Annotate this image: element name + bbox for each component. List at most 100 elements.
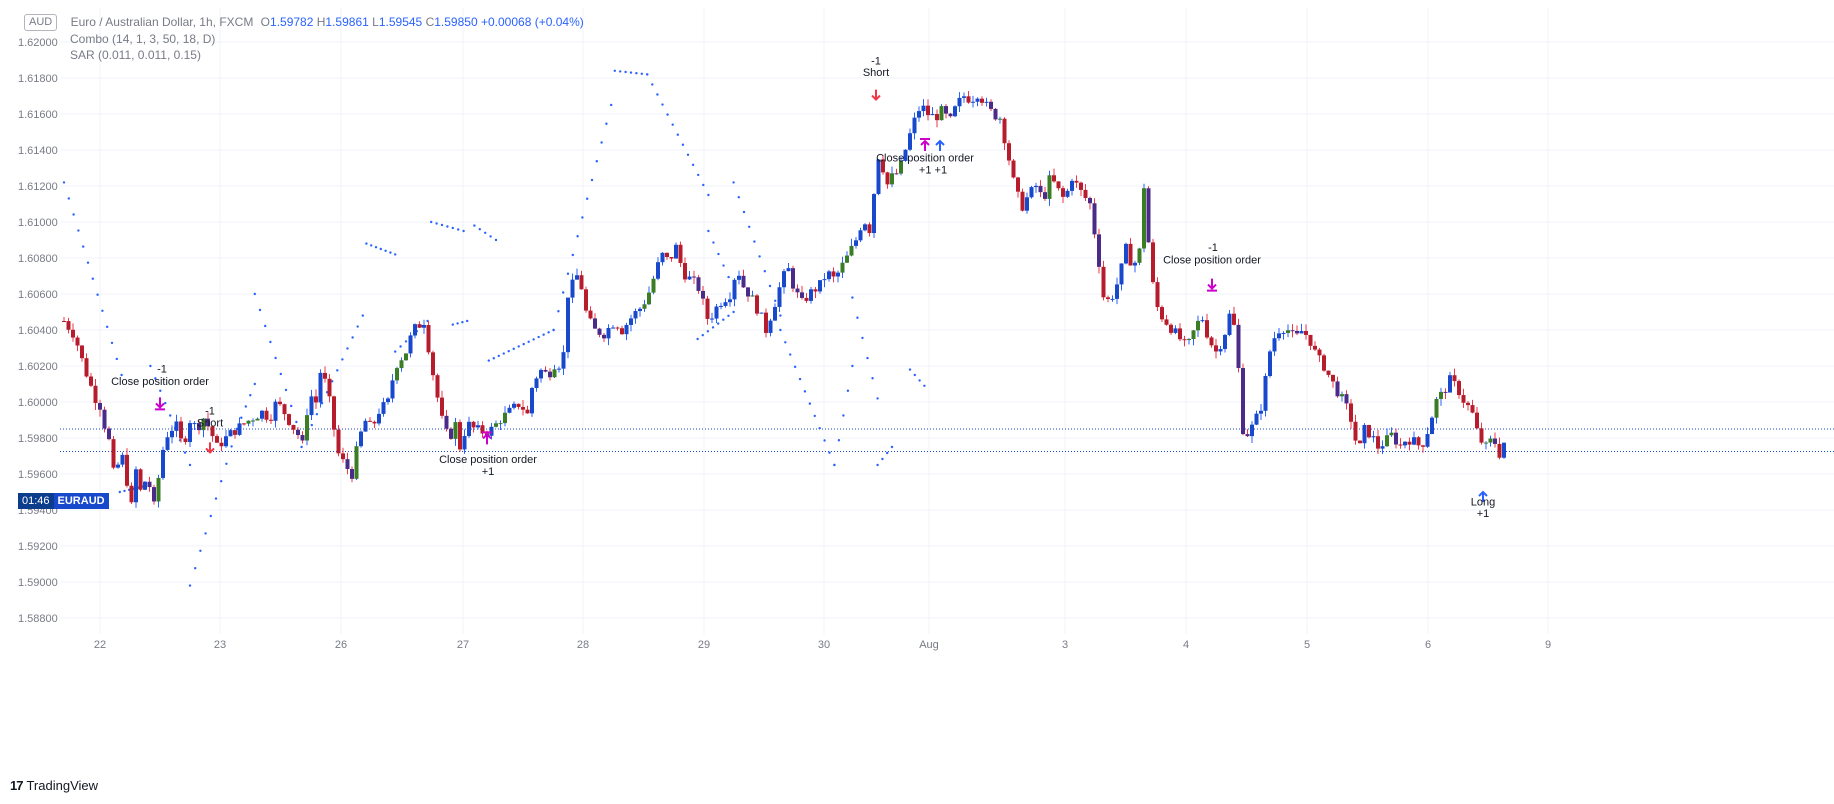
sar-dot	[320, 402, 324, 405]
grid-lines	[60, 8, 1834, 634]
candle-body	[849, 245, 854, 256]
sar-dot	[110, 341, 114, 345]
candle-body	[1241, 367, 1245, 435]
sar-dot	[624, 70, 627, 74]
sar-dot	[842, 414, 845, 417]
candle-body	[1101, 266, 1106, 298]
candle-body	[404, 353, 408, 361]
candle-body	[1245, 434, 1250, 437]
candle-body	[674, 244, 678, 259]
candle-body	[566, 297, 570, 353]
sar-dot	[803, 390, 807, 393]
close-down-icon	[1207, 278, 1217, 292]
sar-dot	[666, 113, 669, 116]
candle-body	[989, 101, 993, 109]
indicator-combo[interactable]: Combo (14, 1, 3, 50, 18, D)	[70, 32, 216, 47]
candle-body	[588, 310, 593, 319]
candle-body	[1479, 428, 1484, 443]
price-axis[interactable]: 1.62000 1.61800 1.61600 1.61400 1.61200 1.610…	[18, 37, 58, 625]
candle-body	[309, 396, 314, 416]
x-tick-label: 29	[698, 639, 710, 651]
candle-body	[1331, 374, 1335, 382]
candle-body	[1128, 243, 1133, 266]
candle-body	[683, 262, 687, 280]
candle-body	[233, 430, 237, 435]
candle-body	[1047, 175, 1052, 199]
sar-dot	[768, 284, 772, 288]
candle-body	[147, 481, 152, 488]
y-tick-label: 1.61200	[18, 181, 58, 193]
candle-body	[1353, 421, 1358, 441]
trade-annotation-label: Short	[197, 417, 223, 429]
sar-dot	[253, 292, 256, 296]
candle-body	[741, 275, 746, 288]
sar-dot	[717, 252, 720, 256]
candle-body	[1367, 424, 1371, 438]
candle-body	[143, 481, 147, 490]
sar-dot	[115, 357, 119, 361]
sar-dot	[91, 277, 95, 280]
sar-dot	[908, 368, 912, 371]
candle-body	[395, 368, 399, 381]
sar-dot	[727, 275, 730, 279]
sar-dot	[823, 439, 826, 442]
candle-body	[462, 436, 467, 450]
x-tick-label: 6	[1425, 639, 1431, 651]
candle-body	[552, 369, 557, 378]
sar-dot	[890, 445, 894, 449]
candle-body	[1218, 349, 1223, 352]
candle-body	[606, 327, 611, 339]
candle-body	[1461, 395, 1466, 403]
sar-dot	[389, 251, 392, 254]
candle-body	[1106, 297, 1110, 299]
candle-body	[125, 454, 129, 486]
sar-dot	[595, 160, 598, 163]
candle-body	[930, 114, 935, 116]
candle-body	[827, 271, 831, 280]
candle-body	[1088, 197, 1092, 204]
candle-body	[1119, 263, 1124, 285]
sar-dot	[727, 314, 730, 318]
sar-dot	[384, 249, 387, 252]
time-axis[interactable]: 22 23 26 27 28 29 30 Aug 3 4 5 6 9	[94, 639, 1551, 651]
sar-dot	[209, 514, 212, 518]
indicator-sar[interactable]: SAR (0.011, 0.011, 0.15)	[70, 48, 201, 63]
candle-body	[1394, 432, 1398, 445]
sar-dot	[876, 463, 879, 467]
long-arrow-icon	[1478, 490, 1488, 502]
currency-badge[interactable]: AUD	[24, 14, 58, 32]
legend-symbol-row[interactable]: AUD Euro / Australian Dollar, 1h, FXCM O…	[24, 14, 584, 32]
sar-dot	[502, 352, 505, 355]
candle-body	[525, 409, 530, 414]
sar-dot	[712, 241, 715, 244]
sar-dot	[753, 240, 756, 243]
sar-dot	[517, 345, 520, 348]
candle-body	[1362, 424, 1367, 444]
sar-dot	[240, 416, 243, 419]
sar-dot	[722, 264, 725, 267]
candle-body	[593, 318, 597, 329]
sar-dot	[462, 229, 465, 233]
candle-body	[165, 437, 170, 450]
candle-body	[368, 420, 372, 422]
candle-body	[1466, 402, 1470, 406]
sar-dot	[101, 309, 104, 312]
candle-body	[638, 308, 642, 312]
candle-body	[521, 407, 525, 410]
candle-body	[1052, 175, 1056, 182]
candle-body	[993, 108, 998, 120]
candle-body	[278, 401, 282, 405]
candle-body	[804, 297, 809, 301]
candle-body	[237, 423, 242, 435]
candle-body	[561, 352, 566, 369]
candle-body	[1470, 405, 1475, 413]
sar-dot	[581, 216, 584, 219]
tradingview-logo[interactable]: 17 TradingView	[10, 778, 98, 793]
candle-body	[1137, 248, 1142, 263]
short-arrow-icon	[205, 442, 215, 454]
y-tick-label: 1.61400	[18, 145, 58, 157]
candle-body	[1250, 424, 1254, 437]
candle-body	[161, 449, 165, 478]
sar-dot	[310, 423, 313, 427]
